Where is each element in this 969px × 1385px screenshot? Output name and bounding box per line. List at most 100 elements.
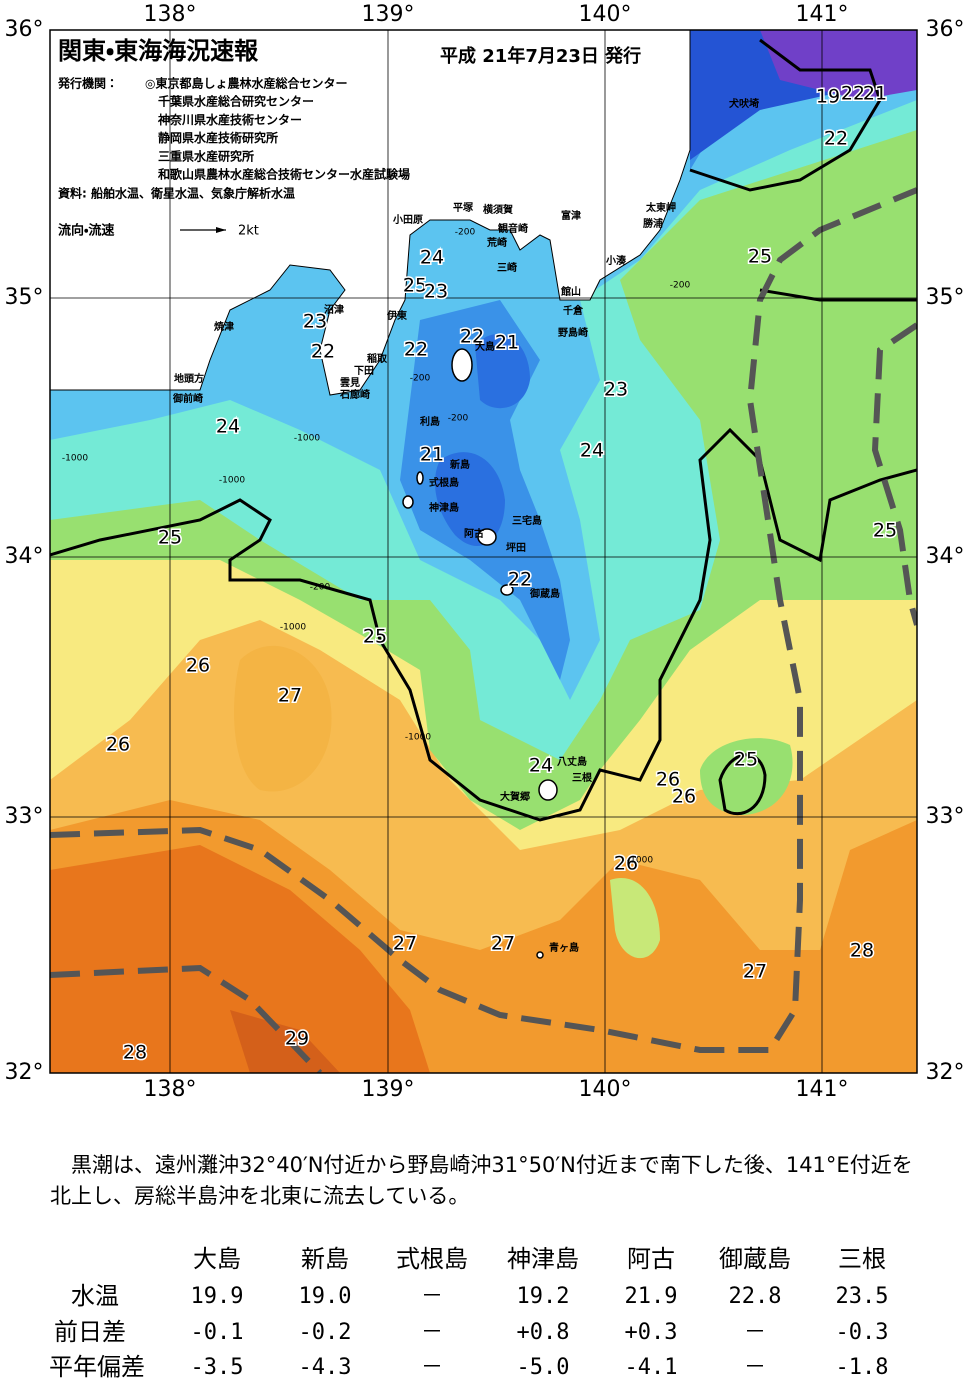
contour-label: 27 — [393, 933, 417, 955]
island — [416, 471, 424, 485]
contour-label: 25 — [158, 527, 182, 549]
contour-label: 22 — [460, 326, 484, 348]
lon-label: 141° — [796, 2, 849, 27]
place-name: 御前崎 — [172, 392, 203, 405]
row-label: 前日差 — [54, 1318, 126, 1346]
place-name: 勝浦 — [643, 217, 663, 230]
graticule — [50, 30, 917, 1073]
lat-label: 33° — [926, 804, 965, 829]
island — [402, 495, 414, 509]
place-name: 三崎 — [497, 261, 517, 274]
table-cell: +0.8 — [517, 1320, 570, 1345]
contour-label: 19 — [816, 86, 840, 108]
issuer: 神奈川県水産技術センター — [157, 112, 302, 127]
island — [451, 348, 473, 382]
place-name: 地頭方 — [174, 372, 204, 385]
contour-label: 21 — [420, 444, 444, 466]
lon-label: 141° — [796, 1077, 849, 1102]
contour-label: 22 — [311, 341, 335, 363]
summary: 黒潮は、遠州灘沖32°40′N付近から野島崎沖31°50′N付近まで南下した後、… — [50, 1153, 913, 1208]
contour-label: 23 — [303, 311, 327, 333]
place-name: 富津 — [561, 209, 581, 222]
lat-label: 32° — [926, 1060, 965, 1085]
table-header: 新島 — [301, 1245, 349, 1273]
place-name: 阿古 — [464, 527, 484, 540]
place-name: 大賀郷 — [500, 790, 530, 803]
place-name: 稲取 — [367, 352, 388, 365]
contour-label: 26 — [186, 655, 210, 677]
place-name: 小湊 — [605, 254, 627, 267]
row-label: 平年偏差 — [49, 1353, 145, 1381]
island — [477, 528, 497, 546]
map-frame — [49, 29, 918, 1074]
place-name: 下田 — [354, 365, 374, 377]
contour-label: 28 — [850, 940, 874, 962]
sea-27-tongue — [234, 645, 332, 792]
title: 関東・東海海況速報 — [58, 37, 259, 65]
lon-label: 138° — [144, 1077, 197, 1102]
place-name: 三根 — [572, 771, 593, 784]
lon-label: 140° — [579, 1077, 632, 1102]
table-cell: 21.9 — [625, 1284, 678, 1309]
table-cell: － — [744, 1320, 766, 1345]
place-name: 三宅島 — [512, 514, 542, 527]
contour-label: 26 — [672, 786, 696, 808]
contour-label: 23 — [604, 379, 628, 401]
lon-label: 139° — [362, 2, 415, 27]
place-name: 横須賀 — [483, 203, 513, 216]
island — [538, 779, 558, 801]
table-cell: 23.5 — [836, 1284, 889, 1309]
table-header: 大島 — [193, 1245, 241, 1273]
current-label: 流向・流速 — [58, 223, 114, 239]
place-name: 館山 — [560, 285, 581, 298]
lat-label: 34° — [926, 544, 965, 569]
contour-label: 27 — [491, 933, 515, 955]
table-header: 御蔵島 — [719, 1245, 791, 1273]
contour-label: 25 — [363, 626, 387, 648]
table-cell: 19.2 — [517, 1284, 570, 1309]
table-cell: 22.8 — [729, 1284, 782, 1309]
place-name: 小田原 — [392, 213, 423, 226]
contour-label: 25 — [748, 246, 772, 268]
table-cell: 19.9 — [191, 1284, 244, 1309]
place-name: 石廊崎 — [339, 388, 370, 401]
place-name: 伊東 — [386, 309, 407, 322]
contour-label: 22 — [841, 83, 865, 105]
kuroshio-axis — [50, 187, 917, 1073]
sea-28-dark — [50, 845, 430, 1073]
depth-label: -1000 — [627, 856, 653, 866]
place-name: 青ヶ島 — [549, 941, 579, 954]
contour-label: 24 — [420, 247, 444, 269]
sea-19 — [760, 30, 917, 100]
contour-label: 27 — [278, 685, 302, 707]
lon-label: 140° — [579, 2, 632, 27]
contour-label: 25 — [734, 749, 758, 771]
row-label: 水温 — [71, 1282, 119, 1310]
contour-label: 24 — [529, 755, 553, 777]
contour-label: 28 — [123, 1042, 147, 1064]
depth-label: -1000 — [62, 454, 88, 464]
table-cell: +0.3 — [625, 1320, 678, 1345]
summary-box: 黒潮は、遠州灘沖32°40′N付近から野島崎沖31°50′N付近まで南下した後、… — [50, 1153, 913, 1208]
depth-label: -200 — [410, 374, 431, 384]
contour-label: 26 — [656, 769, 680, 791]
current-scale: 2kt — [238, 224, 259, 239]
table-cell: -0.1 — [191, 1320, 244, 1345]
table-cell: -5.0 — [517, 1355, 570, 1380]
issuer-label: 発行機関： — [57, 76, 118, 91]
depth-label: -200 — [455, 228, 476, 238]
contour-label: 25 — [873, 520, 897, 542]
lat-label: 33° — [5, 804, 44, 829]
contour-label: 24 — [580, 440, 604, 462]
depth-label: -1000 — [405, 733, 431, 743]
place-name: 沼津 — [324, 303, 344, 316]
place-name: 八丈島 — [557, 755, 587, 768]
table-cell: － — [421, 1284, 443, 1309]
table-cell: -1.8 — [836, 1355, 889, 1380]
depth-label: -1000 — [294, 434, 320, 444]
table-cell: － — [421, 1355, 443, 1380]
table-cell: -3.5 — [191, 1355, 244, 1380]
lat-label: 35° — [926, 285, 965, 310]
place-name: 大島 — [475, 340, 495, 353]
